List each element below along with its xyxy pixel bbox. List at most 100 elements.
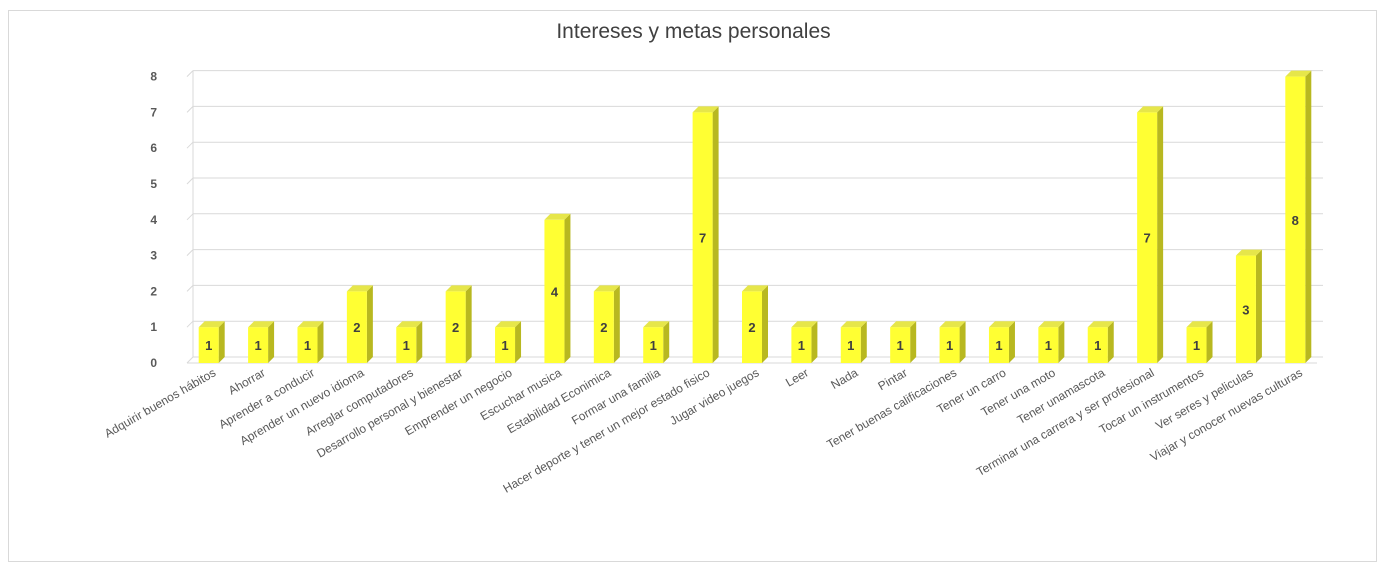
data-label: 1 [995,338,1002,353]
bar-top [692,106,719,113]
bar-front [593,291,614,363]
bar-side [860,321,867,363]
data-label: 1 [403,338,410,353]
bar-top [495,321,522,328]
y-axis: 0 1 2 3 4 5 6 7 8 [150,70,157,370]
bar-top [544,213,571,220]
bar-side [910,321,917,363]
bar-side [1157,106,1164,364]
bar [248,321,275,363]
bar-front [445,291,466,363]
y-tick-label: 4 [150,213,157,227]
bar-front [939,327,960,363]
bar-side [1058,321,1065,363]
bar-front [1137,112,1158,364]
bar [544,213,571,363]
data-label: 8 [1292,213,1299,228]
bars [198,70,1312,364]
bar [445,285,472,363]
bar-side [959,321,966,363]
data-label: 1 [650,338,657,353]
bar [1285,70,1312,363]
bar-side [416,321,423,363]
data-label: 1 [1193,338,1200,353]
bar-side [218,321,225,363]
bar-front [198,327,219,363]
y-tick-label: 5 [150,177,157,191]
bar-front [692,112,713,364]
gridline-depth [186,177,194,185]
bar-top [939,321,966,328]
data-label: 1 [946,338,953,353]
data-label: 1 [501,338,508,353]
bar-top [791,321,818,328]
bar-top [742,285,768,292]
bar-top [890,321,917,328]
bar [643,321,670,363]
bar-top [297,321,324,328]
bar-top [840,321,867,328]
data-label: 4 [551,284,559,299]
chart-title: Intereses y metas personales [556,20,831,43]
gridline-depth [186,70,194,77]
bar [346,285,373,363]
bar-side [1107,321,1114,363]
bar-top [1038,321,1065,328]
bar [890,321,917,363]
gridline-depth [186,141,194,149]
bar-front [1087,327,1108,363]
data-label: 2 [748,320,755,335]
bar-side [663,321,670,363]
bar-side [613,285,620,363]
bar-front [297,327,318,363]
y-tick-label: 1 [150,320,157,334]
bar-top [1087,321,1114,328]
bar-front [396,327,417,363]
bar-side [317,321,324,363]
bar-side [1255,249,1262,363]
bar-side [268,321,275,363]
bar [297,321,324,363]
bar [495,321,522,363]
category-label: Adquirir buenos hábitos [102,365,218,440]
bar [1038,321,1065,363]
bar-front [742,291,762,363]
bar [791,321,818,363]
bar [939,321,966,363]
data-label: 7 [699,231,706,246]
category-label: Terminar una carrera y ser profesional [974,365,1157,479]
bar [198,321,225,363]
gridline-depth [186,285,194,292]
bar [1137,106,1164,364]
y-tick-label: 0 [150,356,157,370]
data-label: 7 [1144,231,1151,246]
bar-top [248,321,275,328]
bar [988,321,1015,363]
gridline-depth [186,320,194,328]
bar-front [791,327,812,363]
y-tick-label: 8 [150,70,157,84]
bar-front [988,327,1009,363]
bar [1087,321,1114,363]
bar-side [366,285,373,363]
category-label: Nada [828,365,860,392]
y-tick-label: 3 [150,249,157,263]
bar-front [643,327,664,363]
bar-top [643,321,670,328]
gridline-depth [186,356,194,364]
data-label: 2 [353,320,360,335]
bar-front [495,327,516,363]
data-label: 3 [1242,302,1249,317]
data-label: 1 [1045,338,1052,353]
data-label: 1 [1094,338,1101,353]
y-tick-label: 7 [150,105,157,119]
bar-front [248,327,269,363]
bar [593,285,620,363]
data-label: 2 [452,320,459,335]
bar-side [465,285,472,363]
gridline-depth [186,213,194,221]
bar-top [1186,321,1213,328]
